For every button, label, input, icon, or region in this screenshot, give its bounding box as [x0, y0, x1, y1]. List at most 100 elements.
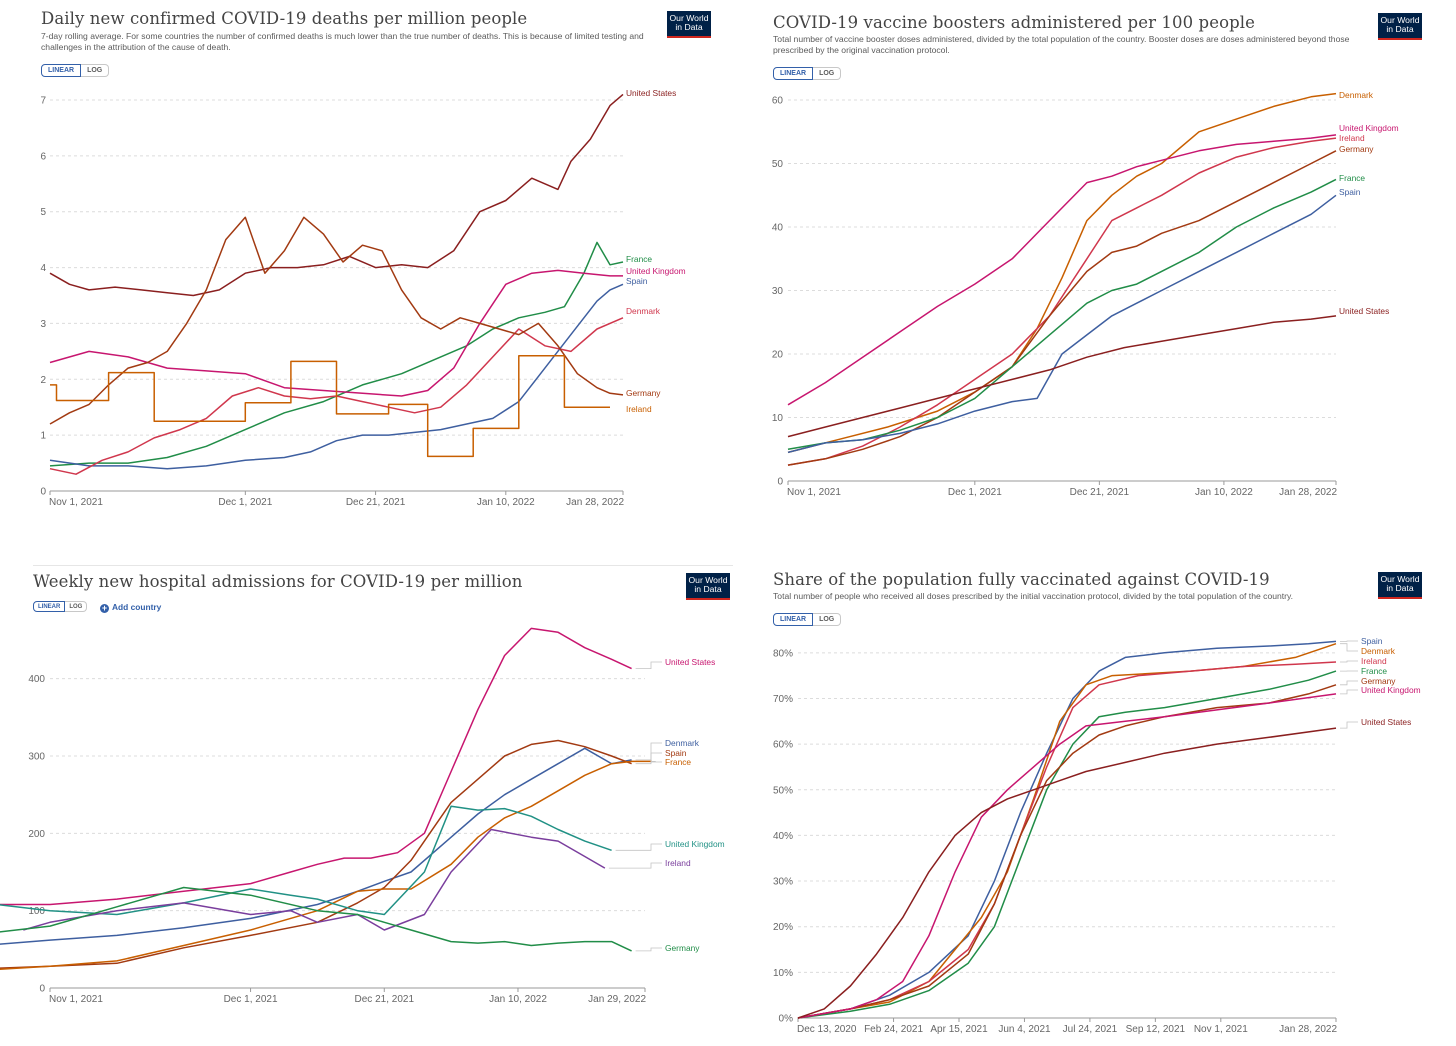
- chart3-y-tick-label: 100: [28, 906, 45, 917]
- chart4-series-label: Denmark: [1361, 646, 1396, 656]
- chart4-series-label: France: [1361, 666, 1387, 676]
- chart4-title: Share of the population fully vaccinated…: [773, 570, 1270, 589]
- chart4-y-tick-label: 80%: [773, 648, 793, 659]
- chart1-log-button[interactable]: LOG: [81, 64, 110, 77]
- chart3-series-line-united-states: [0, 627, 632, 906]
- chart2-series-label: Denmark: [1339, 90, 1374, 100]
- chart4-label-leader: [1340, 680, 1358, 686]
- chart1-series-label: Denmark: [626, 306, 661, 316]
- chart2-logo[interactable]: Our World in Data: [1378, 13, 1422, 40]
- chart1-title: Daily new confirmed COVID-19 deaths per …: [41, 9, 528, 28]
- chart2-series-label: Germany: [1339, 144, 1374, 154]
- chart4-y-tick-label: 50%: [773, 785, 793, 796]
- chart3-logo[interactable]: Our World in Data: [686, 573, 730, 600]
- chart2-scale-toggle: LINEAR LOG: [773, 67, 842, 80]
- chart4-label-leader: [1340, 643, 1358, 652]
- chart1-series-label: Spain: [626, 276, 648, 286]
- chart2-y-tick-label: 0: [777, 477, 783, 488]
- chart3-y-tick-label: 200: [28, 829, 45, 840]
- chart1-x-tick-label: Jan 10, 2022: [477, 497, 535, 508]
- chart2-series-line-germany: [787, 150, 1337, 466]
- chart4-x-tick-label: Jan 28, 2022: [1279, 1024, 1337, 1035]
- chart4-series-label: United Kingdom: [1361, 685, 1421, 695]
- chart1-y-tick-label: 4: [40, 263, 46, 274]
- chart3-linear-button[interactable]: LINEAR: [33, 601, 66, 612]
- chart4-x-tick-label: Jun 4, 2021: [998, 1024, 1051, 1035]
- chart2-log-button[interactable]: LOG: [813, 67, 842, 80]
- chart2-series-label: Spain: [1339, 187, 1361, 197]
- chart2-series-line-denmark: [787, 92, 1337, 454]
- chart1-linear-button[interactable]: LINEAR: [41, 64, 82, 77]
- chart2-x-tick-label: Jan 28, 2022: [1279, 487, 1337, 498]
- chart4-series-line-united-states: [797, 727, 1337, 1019]
- chart3-x-tick-label: Jan 29, 2022: [588, 994, 646, 1005]
- chart3-label-leader: [635, 947, 662, 952]
- chart1-series-label: Germany: [626, 388, 661, 398]
- chart3-series-label: Spain: [665, 748, 687, 758]
- chart1-series-line-spain: [49, 283, 624, 470]
- chart2-linear-button[interactable]: LINEAR: [773, 67, 814, 80]
- chart3-series-label: France: [665, 757, 691, 767]
- chart3-series-line-ireland: [23, 828, 606, 931]
- chart3-label-leader: [608, 862, 662, 869]
- chart2-y-tick-label: 50: [772, 159, 784, 170]
- chart3-y-tick-label: 300: [28, 752, 45, 763]
- chart2-x-tick-label: Nov 1, 2021: [787, 487, 841, 498]
- chart4-x-tick-label: Jul 24, 2021: [1063, 1024, 1118, 1035]
- chart3-y-tick-label: 0: [39, 984, 45, 995]
- chart1-y-tick-label: 1: [40, 431, 46, 442]
- chart1-x-tick-label: Jan 28, 2022: [566, 497, 624, 508]
- chart2-y-tick-label: 10: [772, 413, 784, 424]
- chart4-label-leader: [1340, 660, 1358, 663]
- chart4-label-leader: [1340, 689, 1358, 695]
- chart3-label-leader: [650, 761, 662, 763]
- chart3-log-button[interactable]: LOG: [65, 601, 88, 612]
- chart3-label-leader: [635, 742, 662, 761]
- chart2-x-tick-label: Dec 1, 2021: [948, 487, 1002, 498]
- chart2-series-line-united-states: [787, 315, 1337, 438]
- chart4-x-tick-label: Apr 15, 2021: [930, 1024, 988, 1035]
- chart4-linear-button[interactable]: LINEAR: [773, 613, 814, 626]
- chart2-title: COVID-19 vaccine boosters administered p…: [773, 13, 1256, 32]
- chart4-series-line-denmark: [797, 642, 1337, 1019]
- chart2-x-tick-label: Jan 10, 2022: [1195, 487, 1253, 498]
- chart4-series-line-united-kingdom: [797, 693, 1337, 1019]
- chart3-series-line-denmark: [0, 747, 632, 945]
- chart2-series-label: United States: [1339, 306, 1389, 316]
- chart2-y-tick-label: 30: [772, 286, 784, 297]
- chart1-series-line-united-kingdom: [49, 269, 623, 397]
- chart4-y-tick-label: 40%: [773, 831, 793, 842]
- chart4-logo[interactable]: Our World in Data: [1378, 572, 1422, 599]
- chart4-y-tick-label: 60%: [773, 740, 793, 751]
- chart3-x-tick-label: Nov 1, 2021: [49, 994, 103, 1005]
- chart1-y-tick-label: 3: [40, 319, 46, 330]
- chart3-label-leader: [615, 843, 662, 851]
- chart1-logo[interactable]: Our World in Data: [667, 11, 711, 38]
- chart4-series-label: Spain: [1361, 636, 1383, 646]
- add-country-button[interactable]: + Add country: [100, 602, 161, 613]
- chart1-y-tick-label: 2: [40, 375, 46, 386]
- chart1-y-tick-label: 6: [40, 151, 46, 162]
- chart2-series-line-united-kingdom: [787, 134, 1337, 406]
- chart4-x-tick-label: Feb 24, 2021: [864, 1024, 923, 1035]
- chart1-series-label: France: [626, 254, 652, 264]
- chart3-series-line-united-kingdom: [0, 805, 612, 916]
- chart2-y-tick-label: 60: [772, 96, 784, 107]
- chart3-series-line-germany: [0, 886, 632, 952]
- chart2-series-line-france: [787, 178, 1337, 451]
- chart1-series-line-france: [49, 241, 624, 467]
- chart3-series-label: United Kingdom: [665, 839, 725, 849]
- chart4-log-button[interactable]: LOG: [813, 613, 842, 626]
- chart1-scale-toggle: LINEAR LOG: [41, 64, 110, 77]
- chart4-series-line-france: [797, 670, 1337, 1019]
- chart4-y-tick-label: 30%: [773, 877, 793, 888]
- chart1-series-label: United Kingdom: [626, 266, 686, 276]
- add-country-label: Add country: [112, 602, 162, 612]
- chart3-series-line-france: [0, 760, 652, 970]
- chart2-series-label: United Kingdom: [1339, 123, 1399, 133]
- chart3-scale-toggle: LINEAR LOG: [33, 601, 88, 614]
- chart1-x-tick-label: Dec 21, 2021: [346, 497, 406, 508]
- chart3-series-label: Denmark: [665, 738, 700, 748]
- chart1-y-tick-label: 5: [40, 207, 46, 218]
